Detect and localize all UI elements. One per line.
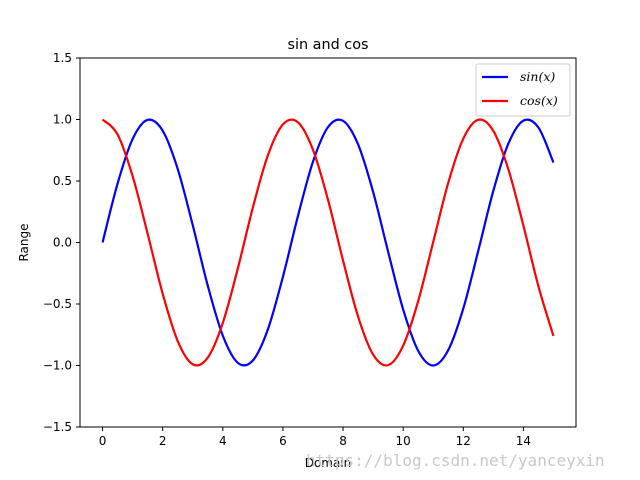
legend-sin-label: sin(x) bbox=[520, 69, 555, 84]
series-line-sin bbox=[101, 118, 555, 367]
y-tick-label: 0.5 bbox=[53, 174, 72, 188]
y-tick-label: 1.0 bbox=[53, 113, 72, 127]
series-line-cos bbox=[101, 118, 555, 367]
y-tick-label: 0.0 bbox=[53, 236, 72, 250]
x-tick-label: 2 bbox=[159, 434, 167, 448]
chart-title: sin and cos bbox=[287, 37, 368, 53]
legend: sin(x) cos(x) bbox=[475, 63, 571, 117]
y-tick-label: −1.5 bbox=[43, 420, 72, 434]
watermark: https://blog.csdn.net/yanceyxin bbox=[306, 451, 605, 470]
y-tick-label: −0.5 bbox=[43, 297, 72, 311]
y-tick-label: 1.5 bbox=[53, 51, 72, 65]
x-tick-label: 14 bbox=[516, 434, 531, 448]
y-tick-label: −1.0 bbox=[43, 359, 72, 373]
x-tick-label: 4 bbox=[219, 434, 227, 448]
x-tick-label: 6 bbox=[279, 434, 287, 448]
x-axis-label: Domain bbox=[305, 456, 352, 470]
legend-cos-label: cos(x) bbox=[520, 93, 558, 108]
x-tick-label: 10 bbox=[396, 434, 411, 448]
y-axis-label: Range bbox=[17, 223, 31, 261]
x-tick-label: 8 bbox=[339, 434, 347, 448]
x-tick-label: 12 bbox=[456, 434, 471, 448]
x-tick-label: 0 bbox=[99, 434, 107, 448]
